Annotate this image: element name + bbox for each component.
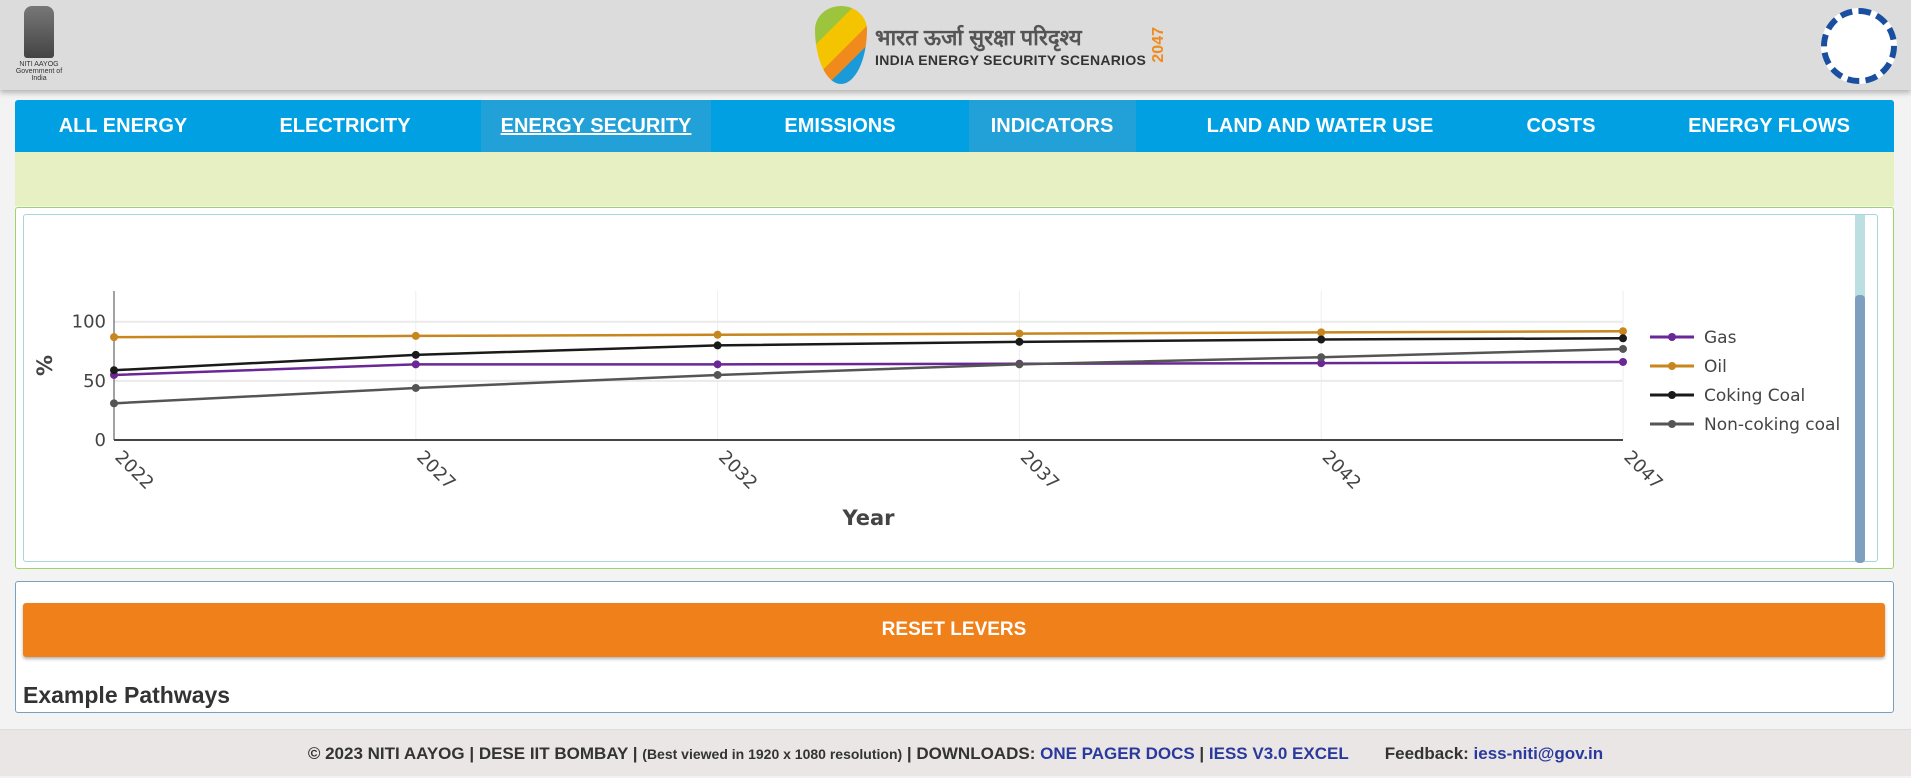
data-point xyxy=(110,333,118,342)
legend-marker xyxy=(1668,333,1676,341)
x-tick-label: 2022 xyxy=(110,447,157,494)
series-line-3 xyxy=(113,347,1624,405)
data-point xyxy=(1619,344,1627,353)
data-point xyxy=(713,370,722,379)
x-tick-label: 2027 xyxy=(412,447,459,494)
y-axis-title: % xyxy=(33,355,57,376)
x-tick-label: 2037 xyxy=(1016,447,1063,494)
one-pager-docs-link[interactable]: ONE PAGER DOCS xyxy=(1040,744,1195,763)
scrollbar-thumb[interactable] xyxy=(1855,295,1865,563)
data-point xyxy=(713,341,722,350)
data-point xyxy=(411,360,420,369)
legend-marker xyxy=(1668,420,1676,428)
data-point xyxy=(1015,360,1024,369)
data-point xyxy=(1317,328,1326,337)
data-point xyxy=(1619,327,1627,336)
feedback-email-link[interactable]: iess-niti@gov.in xyxy=(1473,744,1604,763)
iess-logo[interactable]: भारत ऊर्जा सुरक्षा परिदृश्य INDIA ENERGY… xyxy=(815,4,1168,86)
tab-land-water-use[interactable]: LAND AND WATER USE xyxy=(1206,115,1434,137)
legend-marker xyxy=(1668,362,1676,370)
legend-label: Non-coking coal xyxy=(1704,415,1840,435)
reset-levers-button[interactable]: RESET LEVERS xyxy=(23,603,1885,657)
tab-energy-security[interactable]: ENERGY SECURITY xyxy=(500,115,692,137)
main-nav: ALL ENERGY ELECTRICITY ENERGY SECURITY E… xyxy=(15,100,1894,152)
data-point xyxy=(1317,359,1326,368)
header: NITI AAYOG Government of India भारत ऊर्ज… xyxy=(0,0,1911,90)
data-point xyxy=(1317,353,1326,362)
nav-highlight xyxy=(481,100,711,152)
chart-card: 2022 2027 2032 2037 2042 2047 0 50 100 Year% Gas Oi… xyxy=(15,207,1894,569)
tab-energy-flows[interactable]: ENERGY FLOWS xyxy=(1688,115,1850,137)
nav-highlight xyxy=(969,100,1136,152)
x-tick-label: 2032 xyxy=(714,447,761,494)
data-point xyxy=(1619,334,1627,343)
niti-aayog-logo[interactable]: NITI AAYOG Government of India xyxy=(8,6,70,82)
tab-costs[interactable]: COSTS xyxy=(1526,115,1596,137)
data-point xyxy=(1015,329,1024,338)
energy-drop-icon xyxy=(815,6,867,84)
example-pathways-heading: Example Pathways xyxy=(23,682,231,708)
line-chart: 2022 2027 2032 2037 2042 2047 0 50 100 Year% Gas Oi… xyxy=(33,291,1840,530)
data-point xyxy=(110,399,118,408)
data-point xyxy=(713,330,722,339)
tab-all-energy[interactable]: ALL ENERGY xyxy=(58,115,188,137)
footer: © 2023 NITI AAYOG | DESE IIT BOMBAY | (B… xyxy=(0,729,1911,776)
data-point xyxy=(1317,335,1326,344)
y-tick-label: 0 xyxy=(95,430,106,451)
data-point xyxy=(411,383,420,392)
legend-label: Oil xyxy=(1704,357,1727,377)
chart-container: 2022 2027 2032 2037 2042 2047 0 50 100 Year% Gas Oi… xyxy=(23,214,1878,563)
x-tick-label: 2042 xyxy=(1318,447,1365,494)
data-point xyxy=(1015,337,1024,346)
iit-bombay-logo[interactable] xyxy=(1821,8,1897,84)
tab-emissions[interactable]: EMISSIONS xyxy=(784,115,896,137)
legend-label: Coking Coal xyxy=(1704,386,1805,406)
scrollbar[interactable] xyxy=(1855,215,1865,563)
tab-indicators[interactable]: INDICATORS xyxy=(990,115,1114,137)
series-line-0 xyxy=(113,360,1624,377)
x-axis-title: Year xyxy=(841,506,895,530)
data-point xyxy=(1619,357,1627,366)
series-line-2 xyxy=(113,337,1624,372)
data-point xyxy=(713,360,722,369)
y-tick-label: 50 xyxy=(83,371,106,392)
data-point xyxy=(411,331,420,340)
data-point xyxy=(411,350,420,359)
levers-card: RESET LEVERS Example Pathways xyxy=(15,581,1894,713)
tab-electricity[interactable]: ELECTRICITY xyxy=(279,115,411,137)
series-line-1 xyxy=(113,329,1624,339)
data-point xyxy=(110,366,118,375)
legend-label: Gas xyxy=(1704,328,1737,348)
y-tick-label: 100 xyxy=(72,312,106,333)
subheader-band xyxy=(15,152,1894,206)
excel-download-link[interactable]: IESS V3.0 EXCEL xyxy=(1208,744,1349,763)
national-emblem-icon xyxy=(24,6,54,58)
legend-marker xyxy=(1668,391,1676,399)
x-tick-label: 2047 xyxy=(1619,447,1666,494)
